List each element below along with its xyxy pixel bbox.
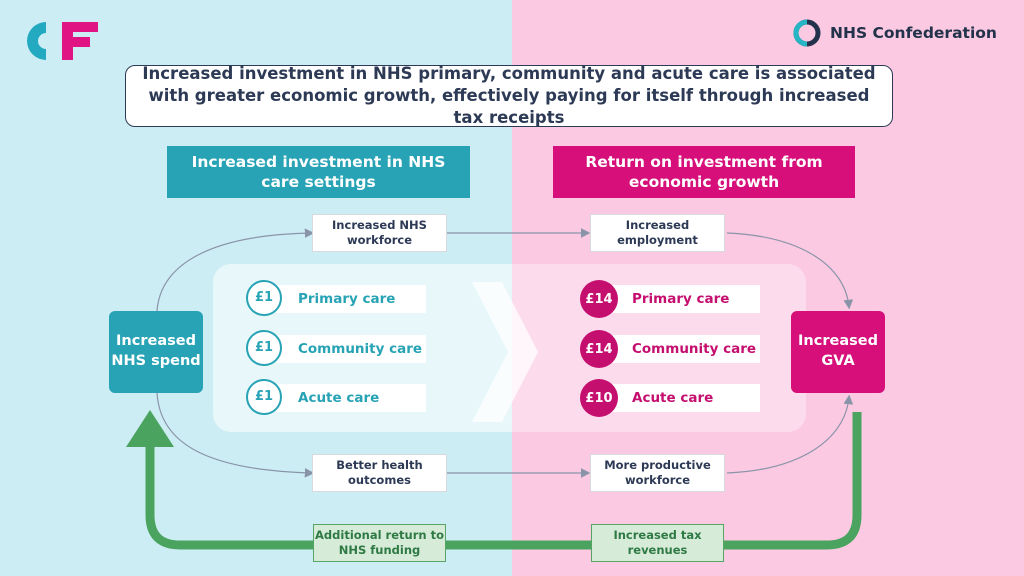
connector-bottom-start	[156, 392, 315, 478]
svg-text:CF: CF	[20, 16, 22, 17]
investment-row: £1 Acute care	[246, 378, 426, 415]
nhs-confederation-logo: NHS Confederation	[792, 18, 997, 48]
investment-amount-badge: £1	[246, 378, 282, 415]
investment-amount-badge: £1	[246, 329, 282, 366]
investment-row: £1 Community care	[246, 329, 426, 366]
connector-bottom-end	[726, 394, 854, 474]
cf-logo: CF	[20, 16, 98, 60]
flow-box-productive-workforce: More productive workforce	[590, 454, 725, 492]
flow-box-nhs-workforce: Increased NHS workforce	[312, 214, 447, 252]
investment-label: Community care	[276, 335, 426, 363]
investment-label: Primary care	[276, 285, 426, 313]
return-label: Acute care	[610, 384, 760, 412]
connector-top-start	[156, 228, 315, 312]
flow-box-health-outcomes: Better health outcomes	[312, 454, 447, 492]
chevron-right-icon	[472, 282, 538, 422]
connector-top-end	[726, 232, 854, 310]
headline-box: Increased investment in NHS primary, com…	[125, 64, 893, 127]
flow-box-employment: Increased employment	[590, 214, 725, 252]
investment-label: Acute care	[276, 384, 426, 412]
feedback-loop	[145, 412, 862, 550]
feedback-box-nhs-funding: Additional return to NHS funding	[313, 524, 446, 562]
nhs-logo-text: NHS Confederation	[830, 24, 997, 42]
return-row: £10 Acute care	[580, 379, 760, 417]
node-increased-nhs-spend: Increased NHS spend	[109, 311, 203, 393]
return-amount-badge: £14	[580, 330, 618, 368]
return-amount-badge: £14	[580, 280, 618, 318]
feedback-box-tax-revenues: Increased tax revenues	[591, 524, 724, 562]
node-increased-gva: Increased GVA	[791, 311, 885, 393]
return-amount-badge: £10	[580, 379, 618, 417]
feedback-arrowhead	[126, 410, 174, 447]
return-row: £14 Community care	[580, 330, 760, 368]
investment-amount-badge: £1	[246, 279, 282, 316]
return-label: Community care	[610, 335, 760, 363]
return-row: £14 Primary care	[580, 280, 760, 318]
section-header-investment: Increased investment in NHS care setting…	[167, 146, 470, 198]
nhs-logo-icon	[793, 19, 821, 47]
section-header-return: Return on investment from economic growt…	[553, 146, 855, 198]
return-label: Primary care	[610, 285, 760, 313]
investment-row: £1 Primary care	[246, 279, 426, 316]
